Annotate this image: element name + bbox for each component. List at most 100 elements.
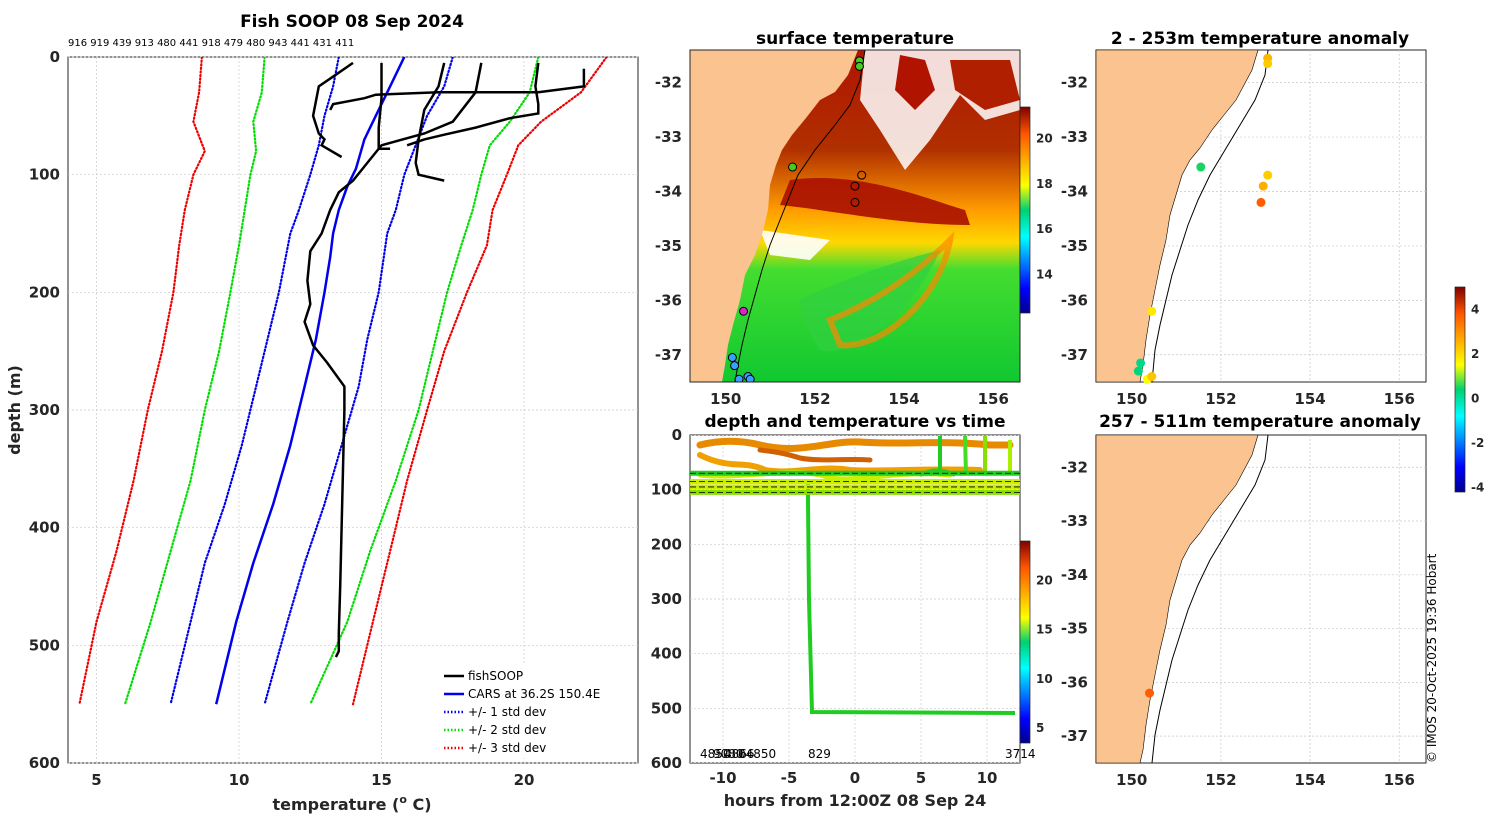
profile-panel: Fish SOOP 08 Sep 2024 916 919 439 913 48… [5,12,639,814]
station-marker [854,61,864,71]
anomaly-point [1147,306,1157,316]
legend-1std: +/- 1 std dev [468,705,546,719]
map-ytick-label: -32 [1061,74,1088,92]
station-marker [788,162,798,172]
anomaly-point [1145,688,1155,698]
depth-time-plot [690,435,1020,763]
map-xtick-label: 154 [1294,771,1325,789]
anomaly-point [1133,366,1143,376]
depth-time-colorbar [1019,540,1031,744]
surface-colorbar-label: 18 [1036,177,1053,191]
surface-ticks: 150 152 154 156 -32 -33 -34 -35 -36 -37 [655,74,1009,408]
series--3-std [78,57,206,706]
track-warm-2 [697,452,983,475]
map-ytick-label: -34 [1061,566,1088,584]
anomaly-colorbar-label: 2 [1471,347,1479,361]
station-marker [857,170,867,180]
anomaly-point [1196,162,1206,172]
series-fishsoop-5 [414,62,446,182]
anomaly-point [1263,170,1273,180]
profile-xtick-label: 20 [514,771,535,789]
map-ytick-label: -32 [1061,458,1088,476]
depth-time-title: depth and temperature vs time [705,412,1006,432]
dt-id-label: 829 [808,747,831,761]
series-fishsoop-6 [329,68,586,111]
legend-3std: +/- 3 std dev [468,741,546,755]
map-ytick-label: -37 [655,346,682,364]
anomaly-point [1136,358,1146,368]
series--1-std [169,57,340,706]
anomaly-lower-panel: 257 - 511m temperature anomaly 150 152 154… [1061,412,1427,789]
map-ytick-label: -35 [1061,620,1088,638]
station-marker [727,353,737,363]
map-ytick-label: -34 [1061,183,1088,201]
dt-id-label: 9080 [713,747,744,761]
dt-colorbar-label: 20 [1036,573,1053,587]
series-fishsoop-2 [311,61,354,159]
surface-colorbar-label: 20 [1036,132,1053,146]
map-xtick-label: 154 [1294,390,1325,408]
surface-land [690,50,858,382]
surface-title: surface temperature [756,29,954,49]
platform-id-list: 916 919 439 913 480 441 918 479 480 943 … [68,38,354,49]
anomaly-lower-points [1145,688,1155,698]
station-marker [850,181,860,191]
series-fishsoop-3 [377,62,391,151]
track-vert-b [963,435,968,476]
map-ytick-label: -32 [655,74,682,92]
map-xtick-label: 152 [1205,771,1236,789]
anomaly-colorbar-label: 4 [1471,302,1479,316]
track-orange-low [757,447,873,463]
dt-id-label: 04850 [738,747,776,761]
map-ytick-label: -33 [1061,128,1088,146]
dt-id-label: 4850 [700,747,731,761]
anomaly-colorbar-group: -4 -2 0 2 4 [1454,286,1484,495]
anomaly-colorbar-label: -4 [1471,481,1484,495]
series--3-std [351,57,608,706]
dt-xtick-label: -10 [709,769,736,787]
station-marker [739,306,749,316]
profile-ytick-label: 400 [29,519,60,537]
profile-legend: fishSOOP CARS at 36.2S 150.4E +/- 1 std … [438,664,634,758]
anomaly-upper-shelf [1151,49,1269,383]
map-ytick-label: -36 [1061,291,1088,309]
dt-ytick-label: 500 [651,699,682,717]
map-ytick-label: -37 [1061,727,1088,745]
map-xtick-label: 154 [888,390,919,408]
legend-fishsoop: fishSOOP [468,669,523,683]
surface-panel: surface temperature 150 152 154 156 -32 -33 -3… [655,29,1053,408]
depth-time-colorbar-ticks: 5 10 15 20 [1036,573,1053,735]
series-cars-at-36-2s-150-4e [214,57,406,705]
map-xtick-label: 150 [1116,390,1147,408]
anomaly-lower-title: 257 - 511m temperature anomaly [1099,412,1421,432]
map-xtick-label: 156 [1384,771,1415,789]
station-marker [730,361,740,371]
dt-ytick-label: 0 [672,426,682,444]
dt-id-label: 3714 [1005,747,1036,761]
profile-ytick-label: 0 [50,48,60,66]
dt-xtick-label: 0 [850,769,860,787]
station-marker [850,197,860,207]
depth-time-panel: depth and temperature vs time -10 -5 0 5 100… [651,412,1053,810]
anomaly-upper-title: 2 - 253m temperature anomaly [1111,29,1409,49]
map-ytick-label: -36 [655,291,682,309]
anomaly-upper-points [1133,53,1273,384]
station-marker [745,374,755,382]
anomaly-lower-land [1095,434,1259,764]
surface-colorbar [1019,106,1031,314]
dt-ytick-label: 200 [651,535,682,553]
surface-stations [727,56,867,382]
surface-map [690,50,1020,382]
dt-ytick-label: 300 [651,590,682,608]
anomaly-upper-panel: 2 - 253m temperature anomaly 150 152 154 15… [1061,29,1427,408]
dt-xtick-label: 5 [916,769,926,787]
dt-colorbar-label: 15 [1036,623,1053,637]
profile-ytick-label: 500 [29,636,60,654]
profile-ytick-label: 200 [29,283,60,301]
series-fishsoop [303,62,483,658]
anomaly-colorbar-label: -2 [1471,436,1484,450]
